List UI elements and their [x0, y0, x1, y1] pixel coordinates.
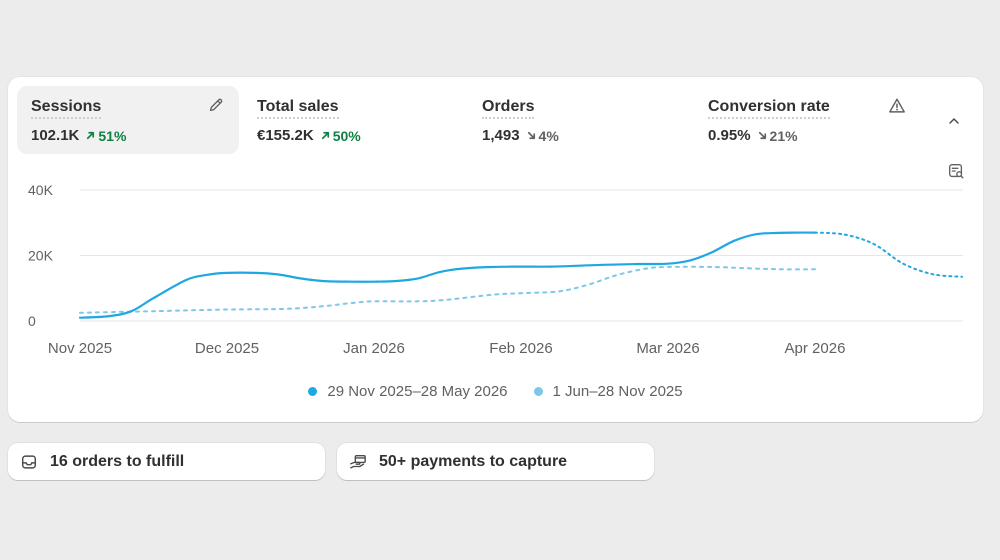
metric-value: 102.1K — [31, 127, 80, 144]
analytics-card: Sessions 102.1K 51% Total sales €155.2K … — [8, 77, 983, 422]
legend-item-previous[interactable]: 1 Jun–28 Nov 2025 — [533, 383, 683, 400]
metric-delta: 50% — [320, 128, 361, 144]
legend-swatch-current — [308, 387, 318, 396]
chart-search-icon[interactable] — [945, 160, 967, 182]
metric-tab-conversion-rate[interactable]: Conversion rate 0.95% 21% — [694, 86, 916, 154]
metric-title: Sessions — [31, 98, 102, 119]
arrow-down-right-icon — [527, 131, 535, 140]
metric-title: Total sales — [257, 98, 339, 119]
payments-to-capture-button[interactable]: 50+ payments to capture — [337, 443, 654, 480]
task-label: 16 orders to fulfill — [50, 452, 185, 470]
metric-delta: 21% — [757, 128, 798, 144]
pencil-icon[interactable] — [205, 94, 227, 116]
x-tick-label: Jan 2026 — [343, 340, 405, 357]
arrow-down-right-icon — [758, 131, 766, 140]
inbox-icon — [21, 454, 37, 469]
x-tick-label: Apr 2026 — [785, 340, 846, 357]
legend-item-current[interactable]: 29 Nov 2025–28 May 2026 — [308, 383, 508, 400]
metric-value: 1,493 — [482, 127, 520, 144]
y-tick-label: 20K — [28, 248, 54, 264]
orders-to-fulfill-button[interactable]: 16 orders to fulfill — [8, 443, 325, 480]
x-tick-label: Feb 2026 — [489, 340, 552, 357]
chevron-up-icon[interactable] — [943, 110, 965, 132]
metric-value: €155.2K — [257, 127, 314, 144]
y-tick-label: 40K — [28, 182, 54, 198]
legend-label: 1 Jun–28 Nov 2025 — [552, 383, 683, 400]
metric-title: Orders — [482, 98, 535, 119]
metric-tab-sessions[interactable]: Sessions 102.1K 51% — [17, 86, 239, 154]
metric-title: Conversion rate — [708, 98, 830, 119]
metric-delta-value: 21% — [769, 127, 798, 144]
x-tick-label: Dec 2025 — [195, 340, 259, 357]
metric-delta: 51% — [85, 128, 126, 144]
x-tick-label: Nov 2025 — [48, 340, 112, 357]
metric-delta-value: 4% — [538, 127, 559, 144]
chart-legend: 29 Nov 2025–28 May 2026 1 Jun–28 Nov 202… — [8, 383, 983, 400]
arrow-up-right-icon — [321, 131, 329, 140]
metric-tab-orders[interactable]: Orders 1,493 4% — [468, 86, 690, 154]
series-line-current — [78, 231, 817, 319]
x-tick-label: Mar 2026 — [636, 340, 699, 357]
legend-swatch-previous — [533, 387, 543, 396]
hand-card-icon — [350, 454, 366, 469]
arrow-up-right-icon — [87, 131, 95, 140]
metric-delta-value: 50% — [332, 127, 361, 144]
series-line-current-projection — [814, 231, 963, 278]
metric-delta-value: 51% — [98, 127, 127, 144]
metric-tab-total-sales[interactable]: Total sales €155.2K 50% — [243, 86, 465, 154]
warning-triangle-icon[interactable] — [886, 95, 908, 117]
metric-value: 0.95% — [708, 127, 751, 144]
legend-label: 29 Nov 2025–28 May 2026 — [327, 383, 508, 400]
sessions-line-chart: 40K 20K 0 Nov 2025 Dec 2025 Jan 2026 Feb 2026 M… — [28, 182, 963, 357]
series-line-previous — [79, 265, 816, 314]
metric-delta: 4% — [526, 128, 559, 144]
task-label: 50+ payments to capture — [379, 452, 568, 470]
y-tick-label: 0 — [28, 313, 36, 329]
